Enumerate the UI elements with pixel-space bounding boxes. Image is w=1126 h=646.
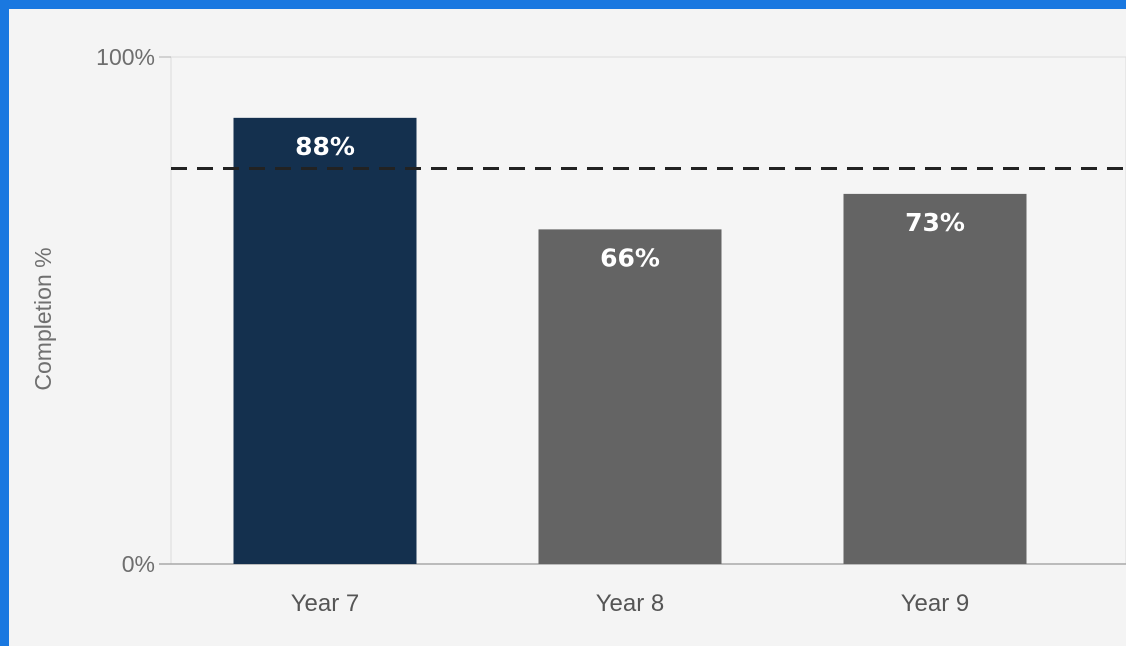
bar-year-9 <box>843 193 1027 564</box>
x-category-label: Year 7 <box>291 590 360 617</box>
bar-year-8 <box>538 229 722 564</box>
bar-year-7 <box>233 117 417 564</box>
y-tick-label: 100% <box>96 44 155 70</box>
bar-value-label: 73% <box>905 208 965 237</box>
bar-chart: 0% 100% 88% Year 7 66% Year 8 73% Year 9 Compl… <box>30 44 1126 617</box>
x-category-label: Year 8 <box>596 590 665 617</box>
y-axis-title: Completion % <box>30 247 56 390</box>
y-tick-label: 0% <box>122 551 155 577</box>
bar-value-label: 66% <box>600 243 660 272</box>
x-category-label: Year 9 <box>901 590 970 617</box>
bar-value-label: 88% <box>295 132 355 161</box>
